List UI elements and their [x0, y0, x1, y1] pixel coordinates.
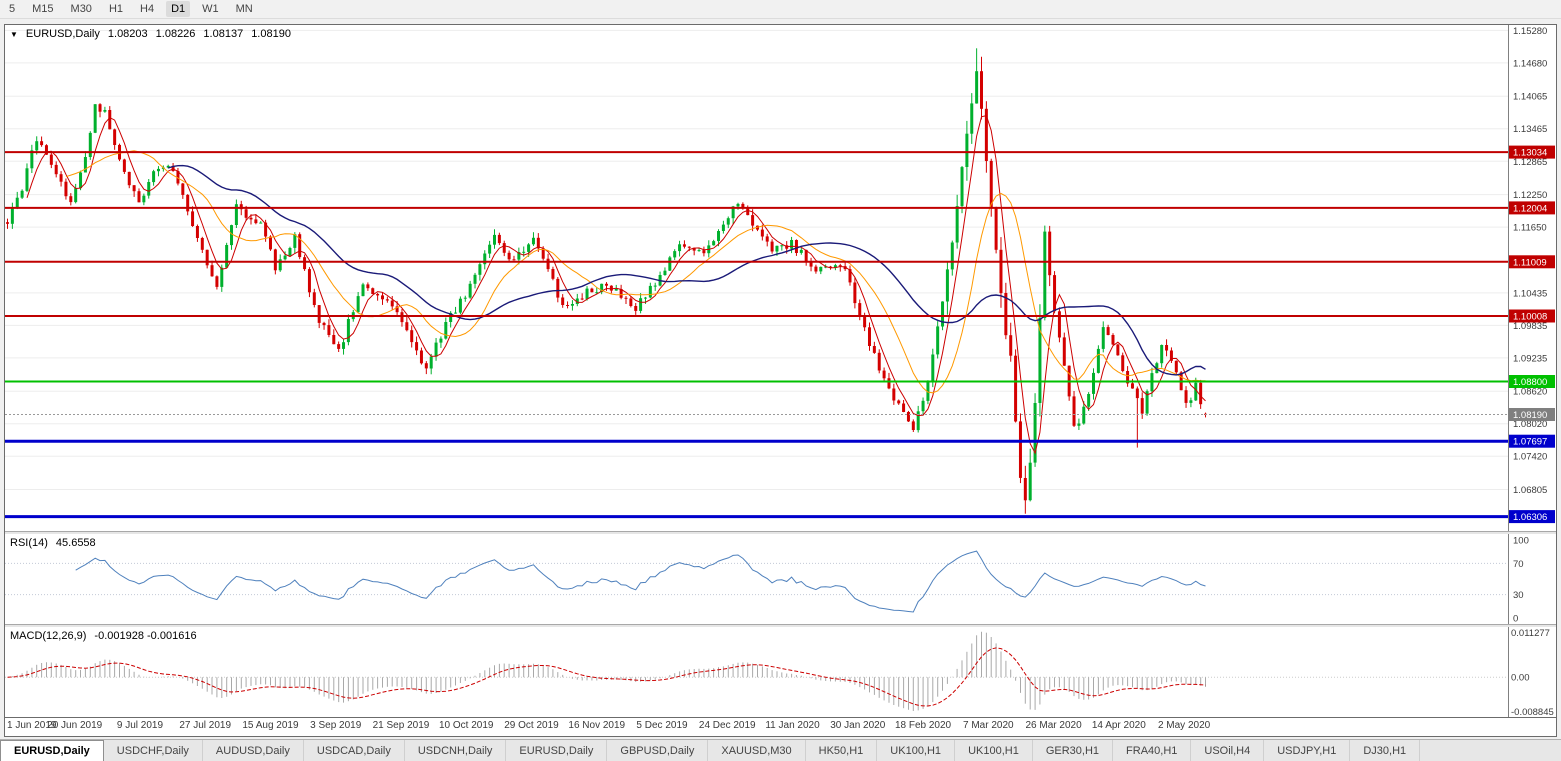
price-axis-label: 1.08620 [1513, 387, 1547, 398]
date-axis-label: 2 May 2020 [1157, 720, 1211, 731]
date-axis-label: 30 Jan 2020 [830, 720, 886, 731]
macd-chart-canvas[interactable]: 0.011277 0.00 -0.008845 [5, 627, 1556, 717]
rsi-axis-label: 30 [1513, 590, 1524, 601]
macd-histogram [11, 631, 1206, 711]
moving-average-34 [167, 164, 1206, 376]
price-axis-label: 1.09235 [1513, 353, 1547, 364]
chart-tab-9-uk100-h1[interactable]: UK100,H1 [877, 740, 956, 761]
date-axis[interactable]: 1 Jun 2019 20 Jun 2019 9 Jul 2019 27 Jul 20… [5, 717, 1556, 736]
price-level-tag: 1.08800 [1509, 375, 1555, 388]
date-axis-label: 1 Jun 2019 [7, 720, 57, 731]
date-axis-label: 7 Mar 2020 [963, 720, 1014, 731]
rsi-line [75, 550, 1206, 613]
date-axis-label: 24 Dec 2019 [698, 720, 756, 731]
chart-tab-10-uk100-h1[interactable]: UK100,H1 [955, 740, 1033, 761]
price-axis-label: 1.15280 [1513, 26, 1547, 37]
date-axis-label: 15 Aug 2019 [242, 720, 299, 731]
price-pane[interactable]: 1.15280 1.14680 1.14065 1.13465 1.12865 1.122… [5, 25, 1556, 531]
price-level-tag: 1.12004 [1509, 201, 1555, 215]
price-axis-label: 1.06805 [1513, 485, 1547, 496]
chart-tab-5-eurusd-daily[interactable]: EURUSD,Daily [506, 740, 608, 761]
timeframe-button-w1[interactable]: W1 [202, 3, 219, 15]
date-axis-label: 18 Feb 2020 [894, 720, 952, 731]
rsi-axis-label: 70 [1513, 559, 1524, 570]
chart-window: 1.15280 1.14680 1.14065 1.13465 1.12865 1.122… [4, 24, 1557, 737]
timeframe-button-h1[interactable]: H1 [108, 3, 123, 15]
chart-tab-12-fra40-h1[interactable]: FRA40,H1 [1113, 740, 1192, 761]
price-level-tag: 1.06306 [1509, 510, 1555, 524]
date-axis-label: 11 Jan 2020 [765, 720, 820, 731]
rsi-axis-label: 0 [1513, 614, 1518, 625]
rsi-pane[interactable]: 100 70 30 0 RSI(14) 45.6558 [5, 534, 1556, 624]
date-axis-label: 3 Sep 2019 [310, 720, 362, 731]
chart-tab-8-hk50-h1[interactable]: HK50,H1 [806, 740, 878, 761]
chart-tab-6-gbpusd-daily[interactable]: GBPUSD,Daily [607, 740, 709, 761]
date-axis-label: 5 Dec 2019 [636, 720, 688, 731]
date-axis-label: 14 Apr 2020 [1091, 720, 1146, 731]
date-axis-label: 26 Mar 2020 [1025, 720, 1082, 731]
chart-tab-0-eurusd-daily[interactable]: EURUSD,Daily [0, 740, 104, 761]
timeframe-button-m15[interactable]: M15 [32, 3, 54, 15]
chart-tab-14-usdjpy-h1[interactable]: USDJPY,H1 [1264, 740, 1351, 761]
macd-axis-label: 0.011277 [1511, 628, 1550, 639]
date-axis-label: 10 Oct 2019 [438, 720, 494, 731]
price-axis-label: 1.07420 [1513, 452, 1547, 463]
svg-text:1.08800: 1.08800 [1513, 377, 1547, 388]
candlestick-series [6, 48, 1208, 514]
pane-splitter-2[interactable] [5, 624, 1556, 627]
date-axis-label: 29 Oct 2019 [504, 720, 559, 731]
svg-text:1.13034: 1.13034 [1513, 148, 1547, 159]
price-level-tag: 1.08190 [1509, 408, 1555, 421]
price-axis-label: 1.09835 [1513, 321, 1547, 332]
chart-tab-11-ger30-h1[interactable]: GER30,H1 [1033, 740, 1114, 761]
price-level-tag: 1.11009 [1509, 255, 1555, 269]
price-axis-label: 1.10435 [1513, 288, 1547, 299]
svg-text:1.07697: 1.07697 [1513, 437, 1547, 448]
chart-tab-15-dj30-h1[interactable]: DJ30,H1 [1350, 740, 1421, 761]
macd-pane[interactable]: 0.011277 0.00 -0.008845 MACD(12,26,9) -0.0… [5, 627, 1556, 717]
price-axis-label: 1.14065 [1513, 92, 1547, 103]
pane-splitter[interactable] [5, 531, 1556, 534]
price-axis-label: 1.14680 [1513, 58, 1547, 69]
timeframe-button-d1[interactable]: D1 [166, 1, 191, 17]
macd-axis-label: -0.008845 [1511, 707, 1554, 717]
macd-signal-line [7, 647, 1206, 707]
price-axis-label: 1.12865 [1513, 157, 1547, 168]
date-axis-label: 20 Jun 2019 [47, 720, 103, 731]
moving-average-13 [65, 150, 1206, 394]
chart-tab-3-usdcad-daily[interactable]: USDCAD,Daily [304, 740, 405, 761]
timeframe-button-h4[interactable]: H4 [140, 3, 155, 15]
date-axis-label: 21 Sep 2019 [372, 720, 430, 731]
timeframe-button-mn[interactable]: MN [235, 3, 253, 15]
price-axis-label: 1.11650 [1513, 223, 1547, 234]
macd-axis-label: 0.00 [1511, 673, 1530, 684]
price-axis-label: 1.08020 [1513, 419, 1547, 430]
rsi-axis-label: 100 [1513, 536, 1529, 547]
timeframe-toolbar: 5 M15 M30 H1 H4 D1 W1 MN [0, 0, 1561, 19]
date-axis-label: 27 Jul 2019 [179, 720, 232, 731]
price-level-tag: 1.10008 [1509, 309, 1555, 323]
date-axis-label: 16 Nov 2019 [568, 720, 626, 731]
price-level-tag: 1.13034 [1509, 145, 1555, 159]
chart-tab-13-usoil-h4[interactable]: USOil,H4 [1191, 740, 1265, 761]
price-chart-canvas[interactable]: 1.15280 1.14680 1.14065 1.13465 1.12865 1.122… [5, 25, 1556, 531]
chart-tab-2-audusd-daily[interactable]: AUDUSD,Daily [203, 740, 304, 761]
chart-tab-7-xauusd-m30[interactable]: XAUUSD,M30 [708, 740, 806, 761]
price-axis-label: 1.12250 [1513, 190, 1547, 201]
chart-tabs-bar: EURUSD,Daily USDCHF,Daily AUDUSD,Daily USDC… [0, 739, 1561, 761]
price-level-tag: 1.07697 [1509, 434, 1555, 448]
svg-text:1.10008: 1.10008 [1513, 312, 1547, 323]
price-axis-label: 1.13465 [1513, 124, 1547, 135]
svg-text:1.11009: 1.11009 [1513, 257, 1547, 268]
chart-tab-4-usdcnh-daily[interactable]: USDCNH,Daily [405, 740, 507, 761]
rsi-chart-canvas[interactable]: 100 70 30 0 [5, 534, 1556, 624]
timeframe-button-m30[interactable]: M30 [70, 3, 92, 15]
moving-average-5 [26, 115, 1206, 455]
date-axis-label: 9 Jul 2019 [116, 720, 164, 731]
svg-text:1.08190: 1.08190 [1513, 410, 1547, 421]
chart-tab-1-usdchf-daily[interactable]: USDCHF,Daily [104, 740, 203, 761]
svg-text:1.06306: 1.06306 [1513, 512, 1547, 523]
svg-text:1.12004: 1.12004 [1513, 203, 1547, 214]
timeframe-button-5[interactable]: 5 [9, 3, 16, 15]
